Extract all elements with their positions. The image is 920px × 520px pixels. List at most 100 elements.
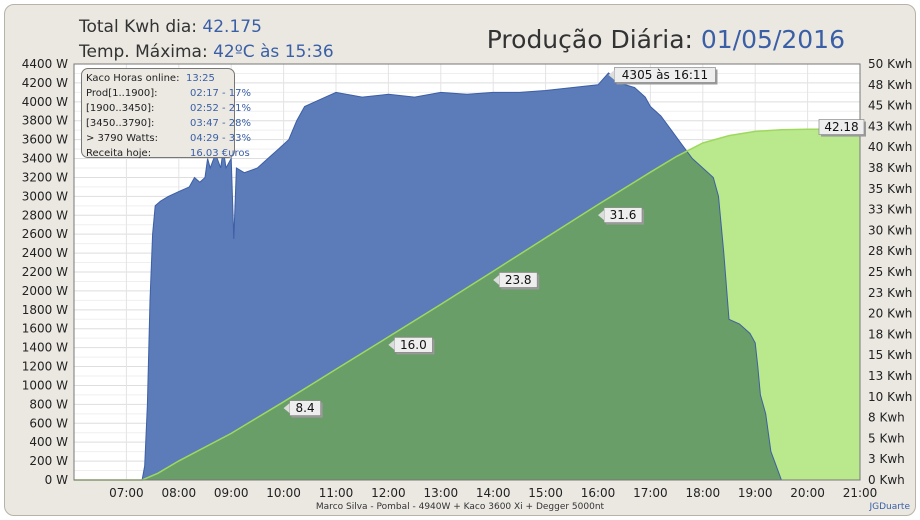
y-right-tick-label: 43 Kwh xyxy=(868,119,912,133)
y-right-tick-label: 10 Kwh xyxy=(868,390,912,404)
label-text: 4305 às 16:11 xyxy=(622,68,708,82)
y-left-tick-label: 2800 W xyxy=(22,208,68,222)
total-kwh-label: Total Kwh dia: xyxy=(79,17,197,37)
stats-label: > 3790 Watts: xyxy=(86,133,158,144)
x-tick-label: 17:00 xyxy=(633,486,668,500)
y-left-tick-label: 1800 W xyxy=(22,303,68,317)
total-kwh-value: 42.175 xyxy=(202,17,262,37)
y-right-tick-label: 45 Kwh xyxy=(868,99,912,113)
energy-label: 23.8 xyxy=(493,272,540,290)
stats-label: [3450..3790]: xyxy=(86,118,155,129)
x-tick-label: 14:00 xyxy=(476,486,511,500)
stats-label: [1900..3450]: xyxy=(86,103,155,114)
power-line xyxy=(74,72,860,481)
label-pointer xyxy=(493,274,500,285)
max-temp-label: Temp. Máxima: xyxy=(79,42,208,62)
label-text: 16.0 xyxy=(400,338,427,352)
x-tick-label: 20:00 xyxy=(790,486,825,500)
label-text: 8.4 xyxy=(296,401,315,415)
y-left-tick-label: 3000 W xyxy=(22,189,68,203)
stats-value: 04:29 - 33% xyxy=(190,133,252,144)
y-left-tick-label: 2400 W xyxy=(22,246,68,260)
y-left-tick-label: 800 W xyxy=(29,397,68,411)
y-right-tick-label: 35 Kwh xyxy=(868,182,912,196)
y-left-tick-label: 0 W xyxy=(45,473,68,487)
max-temp-header: Temp. Máxima: 42ºC às 15:36 xyxy=(79,42,334,62)
x-tick-label: 13:00 xyxy=(424,486,459,500)
y-right-tick-label: 23 Kwh xyxy=(868,286,912,300)
plot-border xyxy=(73,63,861,481)
y-left-tick-label: 2000 W xyxy=(22,284,68,298)
x-tick-label: 18:00 xyxy=(686,486,721,500)
stats-row-revenue: Receita hoje: 16.03 €uros xyxy=(82,146,250,161)
y-left-tick-label: 200 W xyxy=(29,454,68,468)
data-labels: 4305 às 16:11 8.4 16.0 23.8 31.6 42.18 xyxy=(283,67,866,418)
label-text: 42.18 xyxy=(824,120,858,134)
y-right-tick-label: 0 Kwh xyxy=(868,473,905,487)
peak-power-label: 4305 às 16:11 xyxy=(608,67,718,85)
y-left-tick-label: 3400 W xyxy=(22,152,68,166)
label-text: 31.6 xyxy=(610,208,637,222)
stats-row-prod-1: Prod[1..1900]: 02:17 - 17% xyxy=(82,86,251,101)
label-pointer xyxy=(283,403,290,414)
y-right-tick-label: 48 Kwh xyxy=(868,78,912,92)
stats-value: 16.03 €uros xyxy=(190,148,250,159)
credit-label: JGDuarte xyxy=(869,502,910,512)
y-right-tick-label: 50 Kwh xyxy=(868,57,912,71)
x-tick-label: 21:00 xyxy=(843,486,878,500)
y-right-tick-label: 8 Kwh xyxy=(868,411,905,425)
y-left-tick-label: 2600 W xyxy=(22,227,68,241)
energy-line xyxy=(74,128,861,481)
y-left-tick-label: 1400 W xyxy=(22,341,68,355)
y-left-tick-label: 2200 W xyxy=(22,265,68,279)
chart-title-label: Produção Diária: xyxy=(486,25,693,54)
y-left-tick-label: 3600 W xyxy=(22,133,68,147)
x-tick-label: 19:00 xyxy=(738,486,773,500)
stats-label: Prod[1..1900]: xyxy=(86,88,158,99)
y-right-tick-label: 20 Kwh xyxy=(868,307,912,321)
y-right-tick-label: 25 Kwh xyxy=(868,265,912,279)
chart-title: Produção Diária: 01/05/2016 xyxy=(487,25,845,54)
stats-row-prod-4: > 3790 Watts: 04:29 - 33% xyxy=(82,131,251,146)
y-left-tick-label: 3200 W xyxy=(22,170,68,184)
y-left-tick-label: 1000 W xyxy=(22,378,68,392)
total-kwh-header: Total Kwh dia: 42.175 xyxy=(79,17,262,37)
y-right-tick-label: 28 Kwh xyxy=(868,244,912,258)
x-tick-label: 11:00 xyxy=(319,486,354,500)
max-temp-value: 42ºC às 15:36 xyxy=(213,42,334,62)
x-tick-label: 08:00 xyxy=(162,486,197,500)
x-tick-label: 12:00 xyxy=(371,486,406,500)
y-left-tick-label: 400 W xyxy=(29,435,68,449)
label-pointer xyxy=(388,339,395,350)
stats-value: 02:17 - 17% xyxy=(190,88,252,99)
x-tick-label: 07:00 xyxy=(109,486,144,500)
stats-label: Kaco Horas online: xyxy=(86,73,180,84)
axes: 0 W 200 W 400 W 600 W 800 W 1000 W 1200 W 1400 … xyxy=(22,57,913,500)
label-box xyxy=(818,119,865,135)
label-pointer xyxy=(598,210,604,221)
label-pointer xyxy=(608,69,615,80)
footer-caption: Marco Silva - Pombal - 4940W + Kaco 3600… xyxy=(315,502,605,512)
y-left-tick-label: 4400 W xyxy=(22,57,68,71)
x-tick-label: 15:00 xyxy=(528,486,563,500)
y-right-tick-label: 15 Kwh xyxy=(868,348,912,362)
y-right-tick-label: 38 Kwh xyxy=(868,161,912,175)
energy-label: 16.0 xyxy=(388,337,435,355)
y-right-tick-label: 5 Kwh xyxy=(868,431,905,445)
energy-label: 8.4 xyxy=(283,400,323,418)
y-right-tick-label: 33 Kwh xyxy=(868,203,912,217)
y-right-tick-label: 13 Kwh xyxy=(868,369,912,383)
stats-box: Kaco Horas online: 13:25 Prod[1..1900]: 02… xyxy=(81,68,251,161)
y-left-tick-label: 600 W xyxy=(29,416,68,430)
x-tick-label: 10:00 xyxy=(266,486,301,500)
y-left-tick-label: 4200 W xyxy=(22,76,68,90)
x-tick-label: 09:00 xyxy=(214,486,249,500)
stats-row-online: Kaco Horas online: 13:25 xyxy=(82,71,234,86)
y-right-tick-label: 40 Kwh xyxy=(868,140,912,154)
y-left-tick-label: 1200 W xyxy=(22,360,68,374)
stats-row-prod-3: [3450..3790]: 03:47 - 28% xyxy=(82,116,251,131)
y-left-tick-label: 4000 W xyxy=(22,95,68,109)
stats-value: 13:25 xyxy=(186,73,215,84)
stats-label: Receita hoje: xyxy=(86,148,152,159)
